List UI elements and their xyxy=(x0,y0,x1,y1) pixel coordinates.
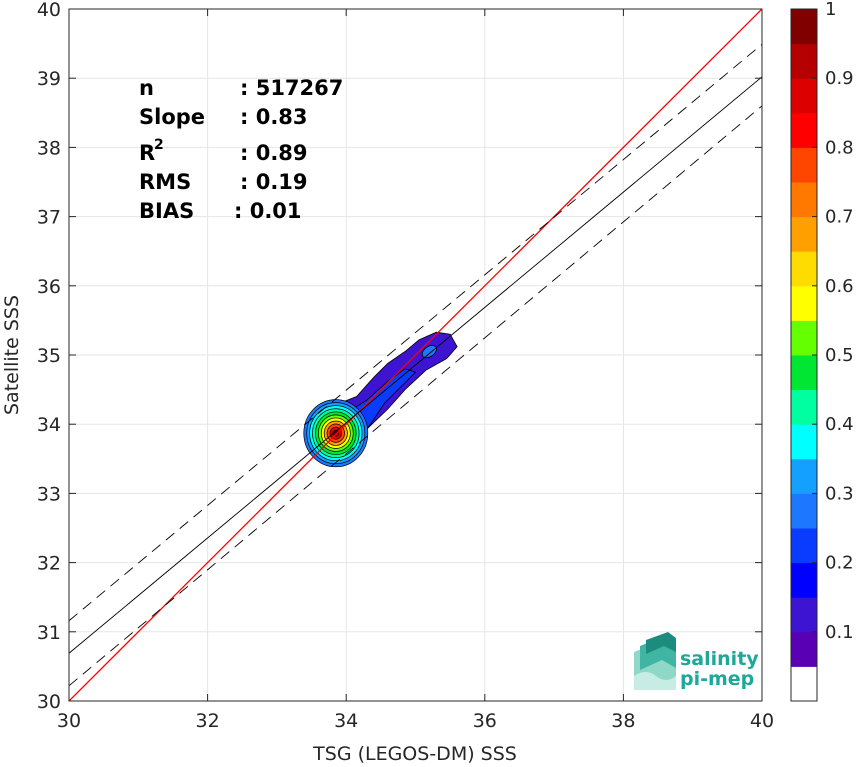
colorbar-segment-7 xyxy=(791,424,817,460)
colorbar-segment-19 xyxy=(791,9,817,45)
colorbar-segment-14 xyxy=(791,182,817,218)
y-tick-label-9: 39 xyxy=(37,68,61,90)
salinity-pi-mep-logo: salinity pi-mep xyxy=(634,632,759,690)
colorbar-tick-label-5: 0.6 xyxy=(825,276,854,297)
colorbar-tick-label-9: 1 xyxy=(825,0,836,20)
colorbar-segment-12 xyxy=(791,251,817,287)
colorbar-segment-9 xyxy=(791,355,817,391)
wave-logo-icon xyxy=(634,632,676,690)
colorbar-segment-6 xyxy=(791,458,817,494)
colorbar-segment-10 xyxy=(791,320,817,356)
colorbar-segment-16 xyxy=(791,112,817,148)
fit-upper-line xyxy=(69,43,762,622)
colorbar-segment-1 xyxy=(791,631,817,667)
colorbar-tick-label-4: 0.5 xyxy=(825,345,854,366)
fit-lower-line xyxy=(69,105,762,687)
y-axis-ticks: 30 31 32 33 34 35 36 37 38 39 40 xyxy=(37,0,762,713)
colorbar-segment-3 xyxy=(791,562,817,598)
colorbar-segment-18 xyxy=(791,43,817,79)
y-tick-label-10: 40 xyxy=(37,0,61,21)
colorbar-segment-15 xyxy=(791,147,817,183)
colorbar-segment-8 xyxy=(791,389,817,425)
y-tick-label-4: 34 xyxy=(37,414,61,436)
x-tick-label-4: 38 xyxy=(611,710,635,732)
colorbar-segment-17 xyxy=(791,78,817,114)
stat-slope-label: Slope xyxy=(139,105,205,129)
colorbar-tick-label-0: 0.1 xyxy=(825,622,854,643)
stat-slope-value: : 0.83 xyxy=(240,105,308,129)
colorbar-segment-11 xyxy=(791,285,817,321)
identity-line xyxy=(69,9,762,701)
colorbar-segment-4 xyxy=(791,528,817,564)
colorbar-tick-label-7: 0.8 xyxy=(825,137,854,158)
x-tick-label-3: 36 xyxy=(473,710,497,732)
y-tick-label-8: 38 xyxy=(37,137,61,159)
stats-box: n : 517267 Slope : 0.83 R 2 : 0.89 RMS :… xyxy=(139,76,343,223)
x-tick-label-5: 40 xyxy=(750,710,774,732)
x-axis-ticks: 30 32 34 36 38 40 xyxy=(57,9,774,732)
y-tick-label-2: 32 xyxy=(37,553,61,575)
y-tick-label-1: 31 xyxy=(37,622,61,644)
y-tick-label-7: 37 xyxy=(37,207,61,229)
density-secondary-peak xyxy=(421,344,437,359)
grid-lines xyxy=(69,9,762,701)
fit-line xyxy=(69,76,762,654)
stat-rms-value: : 0.19 xyxy=(240,170,308,194)
logo-line2: pi-mep xyxy=(680,668,754,690)
stat-bias-label: BIAS xyxy=(139,199,194,223)
y-axis-label: Satellite SSS xyxy=(1,295,23,415)
colorbar xyxy=(791,9,817,702)
y-tick-label-0: 30 xyxy=(37,691,61,713)
colorbar-segment-13 xyxy=(791,216,817,252)
stat-r2-label: R xyxy=(139,141,155,165)
colorbar-ticks: 0.1 0.2 0.3 0.4 0.5 0.6 0.7 0.8 0.9 1 xyxy=(812,0,854,643)
colorbar-tick-label-2: 0.3 xyxy=(825,483,854,504)
stat-rms-label: RMS xyxy=(139,170,191,194)
stat-bias-value: : 0.01 xyxy=(234,199,302,223)
stat-n-label: n xyxy=(139,76,154,100)
stat-r2-sup: 2 xyxy=(154,137,164,153)
stat-r2-value: : 0.89 xyxy=(240,141,308,165)
colorbar-tick-label-6: 0.7 xyxy=(825,207,854,228)
x-axis-label: TSG (LEGOS-DM) SSS xyxy=(312,743,517,765)
x-tick-label-0: 30 xyxy=(57,710,81,732)
y-tick-label-5: 35 xyxy=(37,345,61,367)
colorbar-segment-0 xyxy=(791,666,817,702)
colorbar-segment-5 xyxy=(791,493,817,529)
x-tick-label-1: 32 xyxy=(196,710,220,732)
y-tick-label-6: 36 xyxy=(37,276,61,298)
x-tick-label-2: 34 xyxy=(334,710,358,732)
regression-lines xyxy=(69,9,762,701)
logo-line1: salinity xyxy=(680,648,759,670)
colorbar-segment-2 xyxy=(791,597,817,633)
colorbar-tick-label-1: 0.2 xyxy=(825,553,854,574)
colorbar-tick-label-8: 0.9 xyxy=(825,68,854,89)
y-tick-label-3: 33 xyxy=(37,483,61,505)
stat-n-value: : 517267 xyxy=(240,76,343,100)
colorbar-tick-label-3: 0.4 xyxy=(825,414,854,435)
